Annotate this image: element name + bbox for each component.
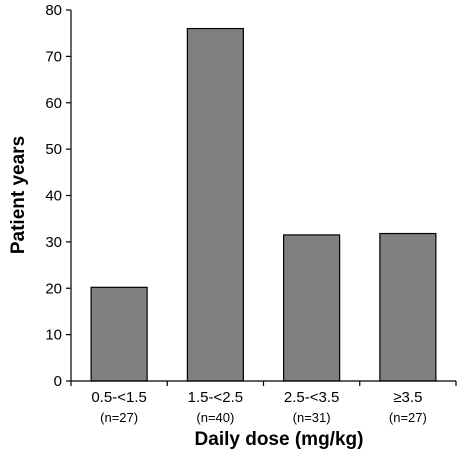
bar-3	[283, 234, 341, 382]
y-tick-label: 0	[54, 373, 62, 390]
y-tick-label: 20	[45, 280, 62, 297]
bars-group	[90, 27, 437, 382]
x-category-count-label: (n=31)	[293, 410, 331, 425]
x-category-count-label: (n=27)	[100, 410, 138, 425]
y-tick-label: 10	[45, 327, 62, 344]
x-category-count-label: (n=27)	[389, 410, 427, 425]
category-labels-group: 0.5-<1.5 (n=27) 1.5-<2.5 (n=40) 2.5-<3.5 (n=3…	[91, 389, 426, 425]
y-tick-label: 40	[45, 188, 62, 205]
y-tick-label: 80	[45, 2, 62, 19]
y-tick-label: 60	[45, 95, 62, 112]
x-category-label: ≥3.5	[393, 389, 422, 406]
ticks-group: 0 10 20 30 40 50 60 70 80	[45, 2, 457, 390]
x-category-label: 2.5-<3.5	[284, 389, 339, 406]
y-tick-label: 50	[45, 141, 62, 158]
y-axis-title: Patient years	[8, 136, 29, 254]
y-tick-label: 30	[45, 234, 62, 251]
bar-1	[90, 286, 148, 382]
bar-2	[186, 27, 244, 382]
x-category-count-label: (n=40)	[196, 410, 234, 425]
x-category-label: 1.5-<2.5	[188, 389, 243, 406]
y-tick-label: 70	[45, 48, 62, 65]
x-axis-title: Daily dose (mg/kg)	[195, 429, 364, 450]
bar-4	[379, 232, 437, 382]
x-category-label: 0.5-<1.5	[91, 389, 146, 406]
